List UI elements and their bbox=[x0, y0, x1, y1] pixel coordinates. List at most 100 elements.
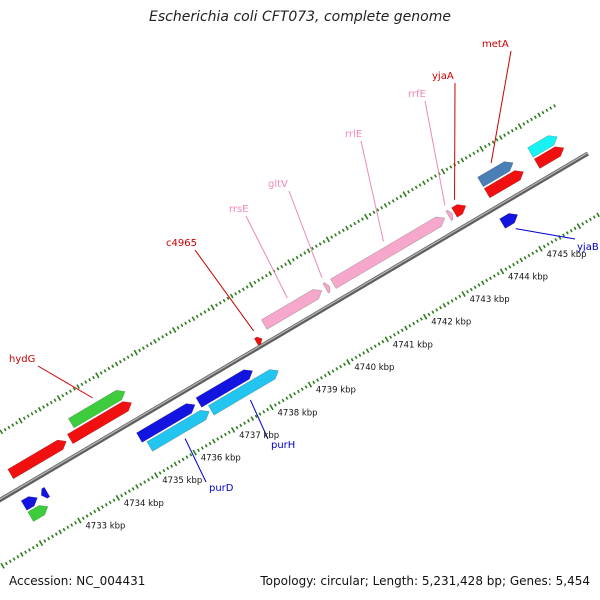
inner-tick-row-mark bbox=[419, 317, 423, 321]
inner-tick-row-mark bbox=[581, 222, 585, 226]
inner-tick-row-mark bbox=[127, 489, 131, 493]
inner-tick-row-mark bbox=[307, 381, 313, 388]
outer-tick-row-mark bbox=[184, 321, 188, 325]
inner-tick-row-mark bbox=[499, 268, 505, 275]
outer-tick-row-mark bbox=[45, 403, 49, 407]
outer-tick-row-mark bbox=[468, 153, 472, 158]
outer-tick-row-mark bbox=[122, 357, 126, 362]
outer-tick-row-mark bbox=[498, 135, 503, 140]
outer-tick-row-mark bbox=[495, 138, 499, 142]
outer-tick-row-mark bbox=[387, 201, 391, 205]
tick-label-4735: 4735 kbp bbox=[162, 476, 202, 486]
outer-tick-row-mark bbox=[268, 271, 273, 276]
outer-tick-row-mark bbox=[80, 382, 84, 387]
gene-label-g9: rrsE bbox=[229, 204, 249, 215]
outer-tick-row-mark bbox=[479, 145, 484, 152]
gene-g14 bbox=[483, 170, 524, 199]
inner-tick-row-mark bbox=[350, 358, 354, 362]
inner-tick-row-mark bbox=[220, 435, 224, 439]
outer-tick-row-mark bbox=[372, 210, 376, 214]
inner-tick-row-mark bbox=[527, 253, 531, 258]
outer-tick-row-mark bbox=[483, 144, 487, 149]
outer-tick-row-mark bbox=[368, 212, 372, 217]
outer-tick-row-mark bbox=[149, 341, 153, 346]
inner-tick-row-mark bbox=[296, 389, 300, 394]
inner-tick-row-mark bbox=[185, 455, 189, 459]
inner-tick-row-mark bbox=[408, 324, 412, 328]
outer-tick-row-mark bbox=[3, 427, 7, 432]
outer-tick-row-mark bbox=[380, 206, 384, 210]
leader-g10 bbox=[288, 190, 323, 278]
tick-label-4744: 4744 kbp bbox=[508, 272, 548, 282]
gene-g13 bbox=[451, 204, 467, 218]
inner-tick-row-mark bbox=[485, 278, 489, 283]
inner-tick-row-mark bbox=[585, 219, 589, 224]
inner-tick-row-mark bbox=[473, 285, 477, 289]
inner-tick-row-mark bbox=[369, 346, 373, 351]
outer-tick-row-mark bbox=[157, 337, 161, 341]
outer-tick-row-mark bbox=[215, 303, 218, 307]
outer-tick-row-mark bbox=[153, 338, 157, 344]
gene-g18 bbox=[499, 213, 519, 229]
outer-tick-row-mark bbox=[503, 133, 507, 137]
inner-tick-row-mark bbox=[481, 280, 485, 286]
outer-tick-row-mark bbox=[18, 417, 23, 424]
outer-tick-row-mark bbox=[311, 246, 314, 251]
inner-tick-row-mark bbox=[31, 546, 35, 550]
outer-tick-row-mark bbox=[92, 375, 95, 380]
outer-tick-row-mark bbox=[287, 259, 292, 266]
inner-tick-row-mark bbox=[104, 502, 108, 507]
outer-tick-row-mark bbox=[487, 142, 491, 147]
inner-tick-row-mark bbox=[458, 294, 462, 299]
backbone-highlight bbox=[0, 152, 589, 500]
inner-tick-row-mark bbox=[562, 233, 565, 237]
inner-tick-row-mark bbox=[335, 367, 339, 371]
inner-tick-row-mark bbox=[412, 321, 416, 326]
inner-tick-row-mark bbox=[389, 335, 393, 339]
inner-tick-row-mark bbox=[216, 437, 220, 441]
genome-stats-label: Topology: circular; Length: 5,231,428 bp… bbox=[260, 574, 590, 588]
inner-tick-row-mark bbox=[535, 249, 539, 253]
gene-g10 bbox=[322, 282, 331, 294]
inner-tick-row-mark bbox=[439, 305, 443, 310]
leader-g18 bbox=[515, 228, 576, 240]
inner-tick-row-mark bbox=[115, 494, 121, 501]
inner-tick-row-mark bbox=[576, 223, 582, 230]
outer-tick-row-mark bbox=[11, 423, 15, 427]
kbp-ticks: 4733 kbp 4734 kbp 4735 kbp 4736 kbp 4737 kbp… bbox=[85, 250, 586, 532]
inner-tick-row-mark bbox=[181, 457, 185, 462]
outer-tick-row-mark bbox=[422, 180, 426, 186]
inner-tick-row-mark bbox=[454, 296, 458, 301]
inner-tick-row-mark bbox=[435, 308, 439, 312]
inner-tick-row-mark bbox=[477, 283, 481, 287]
outer-tick-row-mark bbox=[407, 190, 411, 194]
inner-tick-row-mark bbox=[316, 378, 320, 382]
inner-tick-row-mark bbox=[377, 342, 381, 346]
inner-tick-row-mark bbox=[247, 419, 250, 423]
outer-tick-row-mark bbox=[130, 353, 134, 357]
outer-tick-row-mark bbox=[464, 156, 468, 160]
inner-tick-row-mark bbox=[446, 301, 450, 305]
inner-tick-row-mark bbox=[588, 217, 592, 222]
outer-tick-row-mark bbox=[53, 398, 57, 402]
gene-label-g8: c4965 bbox=[166, 238, 197, 249]
gene-g12 bbox=[445, 209, 454, 222]
outer-tick-row-mark bbox=[276, 267, 280, 271]
backbone-line bbox=[0, 151, 589, 503]
outer-tick-row-mark bbox=[218, 301, 222, 305]
inner-tick-row-mark bbox=[74, 521, 78, 525]
outer-tick-row-mark bbox=[533, 115, 537, 119]
outer-tick-row-mark bbox=[457, 160, 460, 165]
inner-tick-row-mark bbox=[19, 552, 24, 557]
inner-tick-row-mark bbox=[101, 505, 104, 509]
leader-g8 bbox=[194, 249, 255, 332]
outer-tick-row-mark bbox=[549, 106, 553, 110]
inner-tick-row-mark bbox=[573, 226, 577, 231]
inner-tick-row-mark bbox=[28, 548, 31, 552]
inner-tick-row-mark bbox=[266, 407, 270, 412]
leader-g6 bbox=[184, 438, 207, 483]
outer-tick-row-mark bbox=[537, 112, 542, 118]
inner-tick-row-mark bbox=[512, 262, 516, 267]
inner-tick-row-mark bbox=[596, 212, 600, 218]
